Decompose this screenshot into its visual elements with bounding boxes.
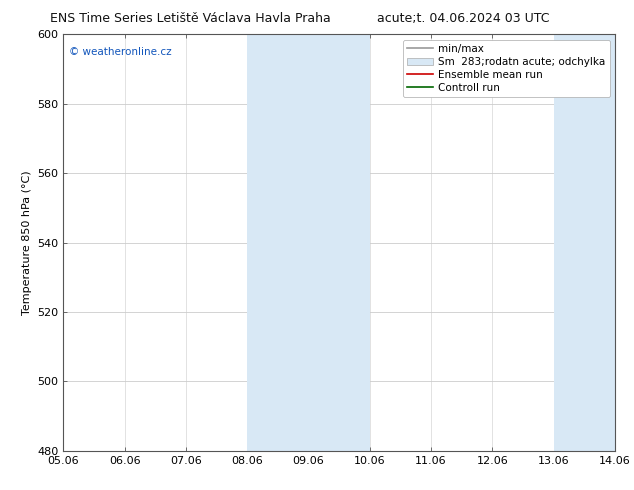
Y-axis label: Temperature 850 hPa (°C): Temperature 850 hPa (°C) [22,170,32,315]
Text: acute;t. 04.06.2024 03 UTC: acute;t. 04.06.2024 03 UTC [377,12,549,25]
Text: © weatheronline.cz: © weatheronline.cz [69,47,172,57]
Legend: min/max, Sm  283;rodatn acute; odchylka, Ensemble mean run, Controll run: min/max, Sm 283;rodatn acute; odchylka, … [403,40,610,97]
Bar [553,34,615,451]
Text: ENS Time Series Letiště Václava Havla Praha: ENS Time Series Letiště Václava Havla Pr… [50,12,330,25]
Bar [247,34,370,451]
